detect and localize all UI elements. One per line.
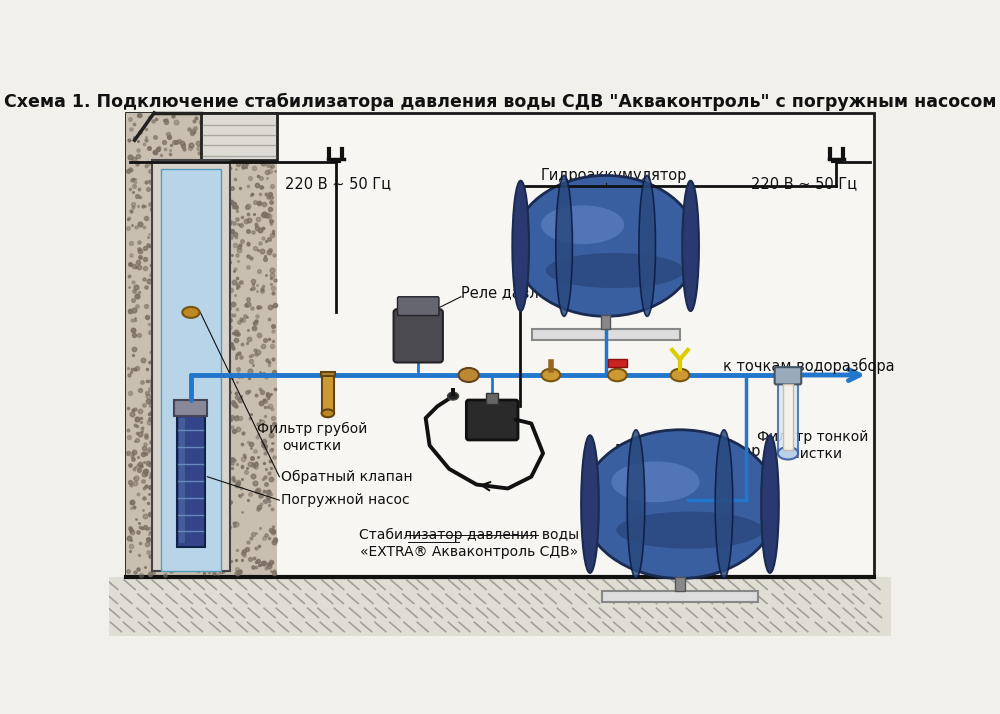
Ellipse shape xyxy=(546,253,684,288)
Text: к точкам водоразбора: к точкам водоразбора xyxy=(723,358,895,373)
Ellipse shape xyxy=(459,368,479,382)
Bar xyxy=(321,372,335,376)
Bar xyxy=(778,381,798,453)
Ellipse shape xyxy=(627,430,645,578)
Ellipse shape xyxy=(541,368,560,381)
Bar xyxy=(532,329,680,340)
FancyBboxPatch shape xyxy=(466,400,518,440)
Ellipse shape xyxy=(541,206,624,244)
Ellipse shape xyxy=(616,511,763,549)
Bar xyxy=(177,414,205,547)
Text: Реле давления воды: Реле давления воды xyxy=(461,286,620,301)
Ellipse shape xyxy=(582,430,778,578)
Text: 220 В ~ 50 Гц: 220 В ~ 50 Гц xyxy=(285,176,391,191)
Bar xyxy=(174,400,207,416)
Text: Схема 1. Подключение стабилизатора давления воды СДВ "Акваконтроль" с погружным : Схема 1. Подключение стабилизатора давле… xyxy=(4,94,996,111)
Ellipse shape xyxy=(556,176,572,316)
Bar xyxy=(675,577,685,591)
FancyBboxPatch shape xyxy=(397,297,439,316)
Bar xyxy=(109,577,891,636)
Bar xyxy=(322,376,334,413)
Bar xyxy=(179,418,185,543)
Ellipse shape xyxy=(448,392,459,400)
Ellipse shape xyxy=(612,461,700,502)
Bar xyxy=(486,393,498,404)
Ellipse shape xyxy=(761,436,779,573)
Bar xyxy=(601,315,610,329)
Ellipse shape xyxy=(182,307,200,318)
Bar xyxy=(152,160,230,570)
Ellipse shape xyxy=(671,368,689,381)
FancyBboxPatch shape xyxy=(775,367,801,384)
Bar xyxy=(783,383,793,450)
Bar xyxy=(602,591,758,602)
Bar xyxy=(451,388,455,396)
Ellipse shape xyxy=(322,409,334,417)
Bar xyxy=(608,359,627,367)
Ellipse shape xyxy=(512,181,529,311)
Text: Фильтр тонкой
очистки: Фильтр тонкой очистки xyxy=(757,430,869,461)
Text: Гидроаккумулятор: Гидроаккумулятор xyxy=(540,169,687,183)
FancyBboxPatch shape xyxy=(394,309,443,363)
Bar xyxy=(126,113,874,577)
Text: Гидроаккумулятор: Гидроаккумулятор xyxy=(615,443,761,458)
Ellipse shape xyxy=(639,176,655,316)
Ellipse shape xyxy=(608,368,627,381)
Text: Погружной насос: Погружной насос xyxy=(281,493,410,507)
Ellipse shape xyxy=(513,176,698,316)
Bar xyxy=(126,113,277,577)
Text: Обратный клапан: Обратный клапан xyxy=(281,470,413,484)
Ellipse shape xyxy=(682,181,699,311)
Bar xyxy=(161,169,221,570)
Text: 220 В ~ 50 Гц: 220 В ~ 50 Гц xyxy=(751,176,857,191)
Ellipse shape xyxy=(778,447,798,460)
Text: Стабилизатор давления воды
«EXTRA® Акваконтроль СДВ»: Стабилизатор давления воды «EXTRA® Аквак… xyxy=(359,528,579,559)
Text: Фильтр грубой
очистки: Фильтр грубой очистки xyxy=(257,422,367,453)
Ellipse shape xyxy=(715,430,733,578)
Bar xyxy=(201,113,277,160)
Ellipse shape xyxy=(581,436,599,573)
